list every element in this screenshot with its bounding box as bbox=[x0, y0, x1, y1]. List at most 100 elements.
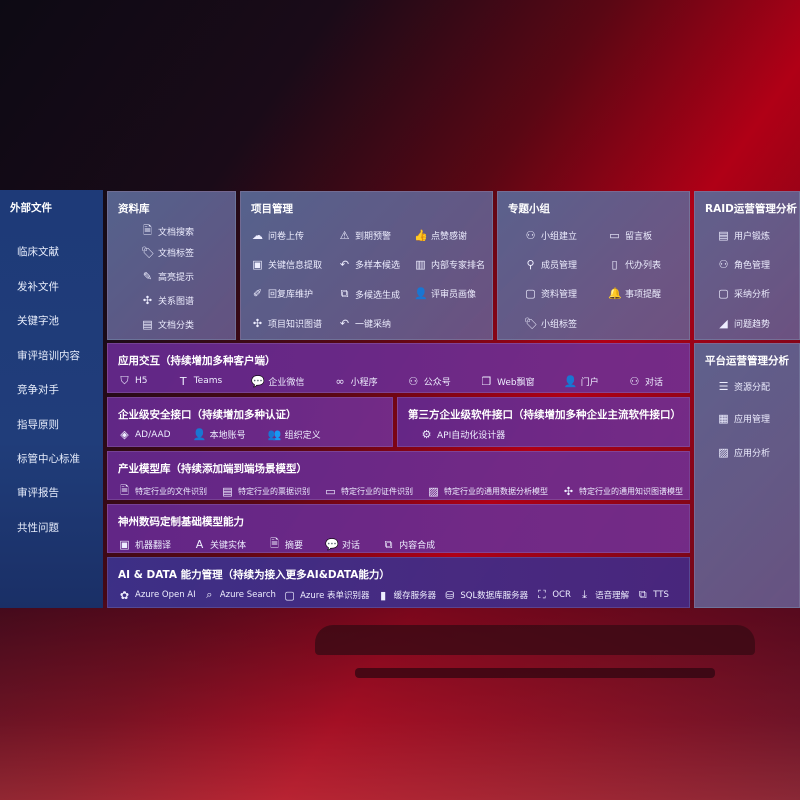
security-item[interactable]: ◈ AD/AAD bbox=[118, 428, 170, 441]
library-item[interactable]: 🏷 文档标签 bbox=[141, 246, 194, 259]
item-label: Azure Search bbox=[219, 590, 276, 600]
platform-item[interactable]: ▨ 应用分析 bbox=[717, 446, 770, 459]
external-item[interactable]: 审评报告 bbox=[17, 487, 59, 499]
id-card-icon: ▭ bbox=[325, 485, 336, 498]
external-item[interactable]: 审评培训内容 bbox=[17, 350, 80, 362]
security-item[interactable]: 👥 组织定义 bbox=[268, 428, 321, 441]
external-item[interactable]: 指导原则 bbox=[17, 419, 59, 431]
base-item[interactable]: A 关键实体 bbox=[193, 538, 246, 551]
item-label: 对话 bbox=[644, 377, 663, 388]
item-label: 采纳分析 bbox=[734, 290, 771, 300]
external-item[interactable]: 共性问题 bbox=[17, 522, 59, 534]
base-item[interactable]: ⧉ 内容合成 bbox=[382, 538, 435, 552]
group-icon: ⚇ bbox=[525, 229, 536, 242]
industry-item[interactable]: ✣ 特定行业的通用知识图谱模型 bbox=[562, 485, 683, 498]
library-item[interactable]: ▤ 文档分类 bbox=[141, 318, 194, 331]
library-item[interactable]: 🗎 文档搜索 bbox=[141, 222, 194, 241]
interaction-item[interactable]: ⚇ 公众号 bbox=[407, 374, 450, 388]
group-item[interactable]: ⚲ 成员管理 bbox=[524, 258, 577, 271]
project-item[interactable]: ↶ 多样本候选 bbox=[338, 258, 400, 271]
panel-title: 专题小组 bbox=[508, 203, 550, 215]
platform-item[interactable]: ▦ 应用管理 bbox=[717, 412, 770, 425]
users-icon: ⚇ bbox=[408, 374, 419, 388]
id-card-icon: ▤ bbox=[718, 229, 729, 242]
thirdparty-item[interactable]: ⚙ API自动化设计器 bbox=[420, 428, 506, 441]
project-item[interactable]: ✣ 项目知识图谱 bbox=[251, 317, 322, 330]
project-item[interactable]: ⚠ 到期预警 bbox=[338, 229, 391, 242]
external-item[interactable]: 标管中心标准 bbox=[17, 453, 80, 465]
interaction-item[interactable]: ⛉ H5 bbox=[118, 374, 147, 388]
base-item[interactable]: 💬 对话 bbox=[325, 538, 360, 551]
panel-title: 外部文件 bbox=[10, 202, 52, 214]
html5-icon: ⛉ bbox=[120, 374, 129, 387]
group-item[interactable]: 🏷 小组标签 bbox=[524, 317, 577, 330]
panel-title: RAID运营管理分析 bbox=[705, 203, 797, 215]
project-item[interactable]: ✐ 回复库维护 bbox=[251, 287, 313, 300]
bell-icon: 🔔 bbox=[608, 287, 622, 300]
item-label: 特定行业的票据识别 bbox=[238, 487, 310, 496]
aidata-item[interactable]: ⤓ 语音理解 bbox=[578, 588, 629, 602]
industry-item[interactable]: 🗎 特定行业的文件识别 bbox=[118, 482, 207, 501]
folder-icon: ▢ bbox=[525, 287, 536, 300]
aidata-item[interactable]: ⛁ SQL数据库服务器 bbox=[443, 589, 528, 602]
base-item[interactable]: 🗎 摘要 bbox=[268, 535, 303, 554]
item-label: 门户 bbox=[580, 377, 599, 388]
panel-title: 项目管理 bbox=[251, 203, 293, 215]
item-label: TTS bbox=[653, 590, 669, 600]
interaction-item[interactable]: ∞ 小程序 bbox=[334, 375, 377, 388]
interaction-item[interactable]: 💬 企业微信 bbox=[251, 375, 304, 388]
industry-item[interactable]: ▭ 特定行业的证件识别 bbox=[324, 485, 413, 498]
external-item[interactable]: 临床文献 bbox=[17, 246, 59, 258]
graph-icon: ✣ bbox=[563, 485, 574, 498]
project-item[interactable]: 👍 点赞感谢 bbox=[414, 229, 467, 242]
item-label: 问卷上传 bbox=[268, 232, 305, 242]
aidata-item[interactable]: ⌕ Azure Search bbox=[203, 588, 276, 602]
library-item[interactable]: ✣ 关系图谱 bbox=[141, 294, 194, 307]
aidata-item[interactable]: ▢ Azure 表单识别器 bbox=[283, 589, 369, 602]
raid-item[interactable]: ▤ 用户锻炼 bbox=[717, 229, 770, 242]
aidata-item[interactable]: ✿ Azure Open AI bbox=[118, 589, 196, 602]
group-item[interactable]: 🔔 事项提醒 bbox=[608, 287, 661, 300]
raid-item[interactable]: ▢ 采纳分析 bbox=[717, 287, 770, 300]
item-label: 资源分配 bbox=[734, 383, 771, 393]
external-item[interactable]: 关键字池 bbox=[17, 315, 59, 327]
aidata-item[interactable]: ▮ 缓存服务器 bbox=[377, 589, 436, 602]
interaction-item[interactable]: ⚇ 对话 bbox=[628, 375, 663, 388]
panel-title: 平台运营管理分析 bbox=[705, 355, 789, 367]
project-item[interactable]: 👤 评审员画像 bbox=[414, 287, 476, 300]
interaction-item[interactable]: 👤 门户 bbox=[564, 375, 599, 388]
group-item[interactable]: ▢ 资料管理 bbox=[524, 287, 577, 300]
project-item[interactable]: ▣ 关键信息提取 bbox=[251, 258, 322, 271]
speech-icon: ⤓ bbox=[582, 588, 588, 601]
item-label: 回复库维护 bbox=[268, 290, 314, 300]
platform-item[interactable]: ☰ 资源分配 bbox=[717, 380, 770, 393]
project-item[interactable]: ⧉ 多候选生成 bbox=[338, 287, 400, 301]
interaction-panel: 应用交互（持续增加多种客户端） ⛉ H5 T Teams 💬 企业微信 ∞ 小程序 ⚇ 公… bbox=[107, 343, 690, 393]
interaction-item[interactable]: ❐ Web飘窗 bbox=[480, 375, 535, 388]
group-item[interactable]: ▯ 代办列表 bbox=[608, 258, 661, 271]
aidata-item[interactable]: ⛶ OCR bbox=[535, 588, 571, 602]
project-item[interactable]: ▥ 内部专家排名 bbox=[414, 258, 485, 271]
item-label: 多候选生成 bbox=[355, 290, 401, 301]
cloud-upload-icon: ☁ bbox=[252, 229, 263, 242]
item-label: 用户锻炼 bbox=[734, 232, 771, 242]
library-item[interactable]: ✎ 高亮提示 bbox=[141, 270, 194, 283]
project-item[interactable]: ↶ 一键采纳 bbox=[338, 317, 391, 330]
raid-item[interactable]: ⚇ 角色管理 bbox=[717, 258, 770, 271]
security-item[interactable]: 👤 本地账号 bbox=[193, 428, 246, 441]
interaction-item[interactable]: T Teams bbox=[177, 375, 222, 388]
raid-item[interactable]: ◢ 问题趋势 bbox=[717, 317, 770, 330]
industry-item[interactable]: ▤ 特定行业的票据识别 bbox=[221, 485, 310, 498]
group-item[interactable]: ⚇ 小组建立 bbox=[524, 229, 577, 242]
external-item[interactable]: 竞争对手 bbox=[17, 384, 59, 396]
doc-icon: ▤ bbox=[142, 318, 153, 331]
project-item[interactable]: ☁ 问卷上传 bbox=[251, 229, 304, 242]
industry-item[interactable]: ▨ 特定行业的通用数据分析模型 bbox=[427, 485, 548, 498]
item-label: 本地账号 bbox=[209, 431, 246, 441]
group-item[interactable]: ▭ 留言板 bbox=[608, 229, 652, 242]
monitor-base bbox=[355, 668, 715, 678]
base-item[interactable]: ▣ 机器翻译 bbox=[118, 538, 171, 551]
puzzle-icon: ⧉ bbox=[384, 537, 393, 551]
external-item[interactable]: 发补文件 bbox=[17, 281, 59, 293]
aidata-item[interactable]: ⧉ TTS bbox=[636, 588, 669, 602]
